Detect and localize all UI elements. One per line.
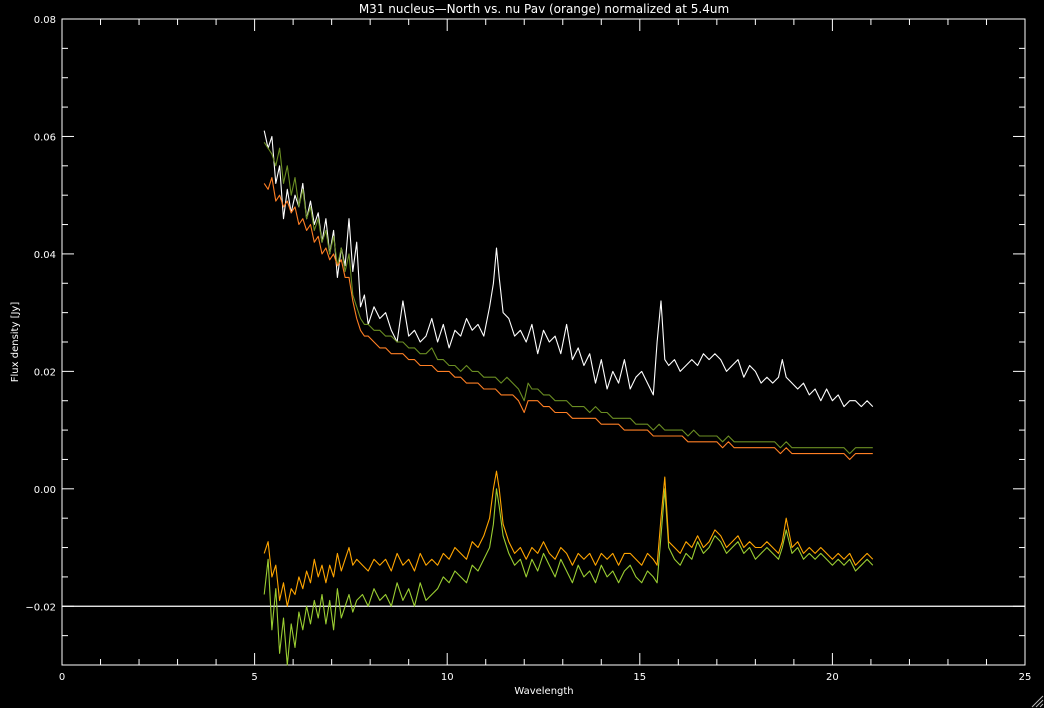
plot-frame <box>61 18 1026 666</box>
series-line-1 <box>263 130 874 408</box>
series-line-2 <box>263 141 873 455</box>
resize-grip-icon[interactable] <box>1030 694 1044 708</box>
series-line-3 <box>263 177 873 461</box>
x-tick-label: 25 <box>1019 672 1032 683</box>
chart-title: M31 nucleus—North vs. nu Pav (orange) no… <box>359 2 729 16</box>
y-tick-label: 0.02 <box>34 367 56 378</box>
y-tick-label: −0.02 <box>25 602 56 613</box>
x-tick-label: 5 <box>251 672 257 683</box>
y-tick-label: 0.04 <box>34 250 56 261</box>
x-tick-label: 0 <box>59 672 65 683</box>
y-tick-label: 0.00 <box>34 485 56 496</box>
series-group <box>263 130 874 666</box>
axis-ticks <box>61 18 1026 666</box>
x-tick-label: 15 <box>633 672 646 683</box>
y-tick-label: 0.06 <box>34 132 56 143</box>
axis-tick-labels: 0 5 10 15 20 25 −0.02 0.00 0.02 0.04 0.06 0.08 <box>25 15 1031 683</box>
series-line-5 <box>263 470 874 607</box>
series-line-4 <box>263 488 874 666</box>
x-tick-label: 10 <box>441 672 454 683</box>
x-axis-label: Wavelength <box>514 686 573 697</box>
y-axis-label: Flux density [Jy] <box>10 302 21 383</box>
x-tick-label: 20 <box>826 672 839 683</box>
y-tick-label: 0.08 <box>34 15 56 26</box>
